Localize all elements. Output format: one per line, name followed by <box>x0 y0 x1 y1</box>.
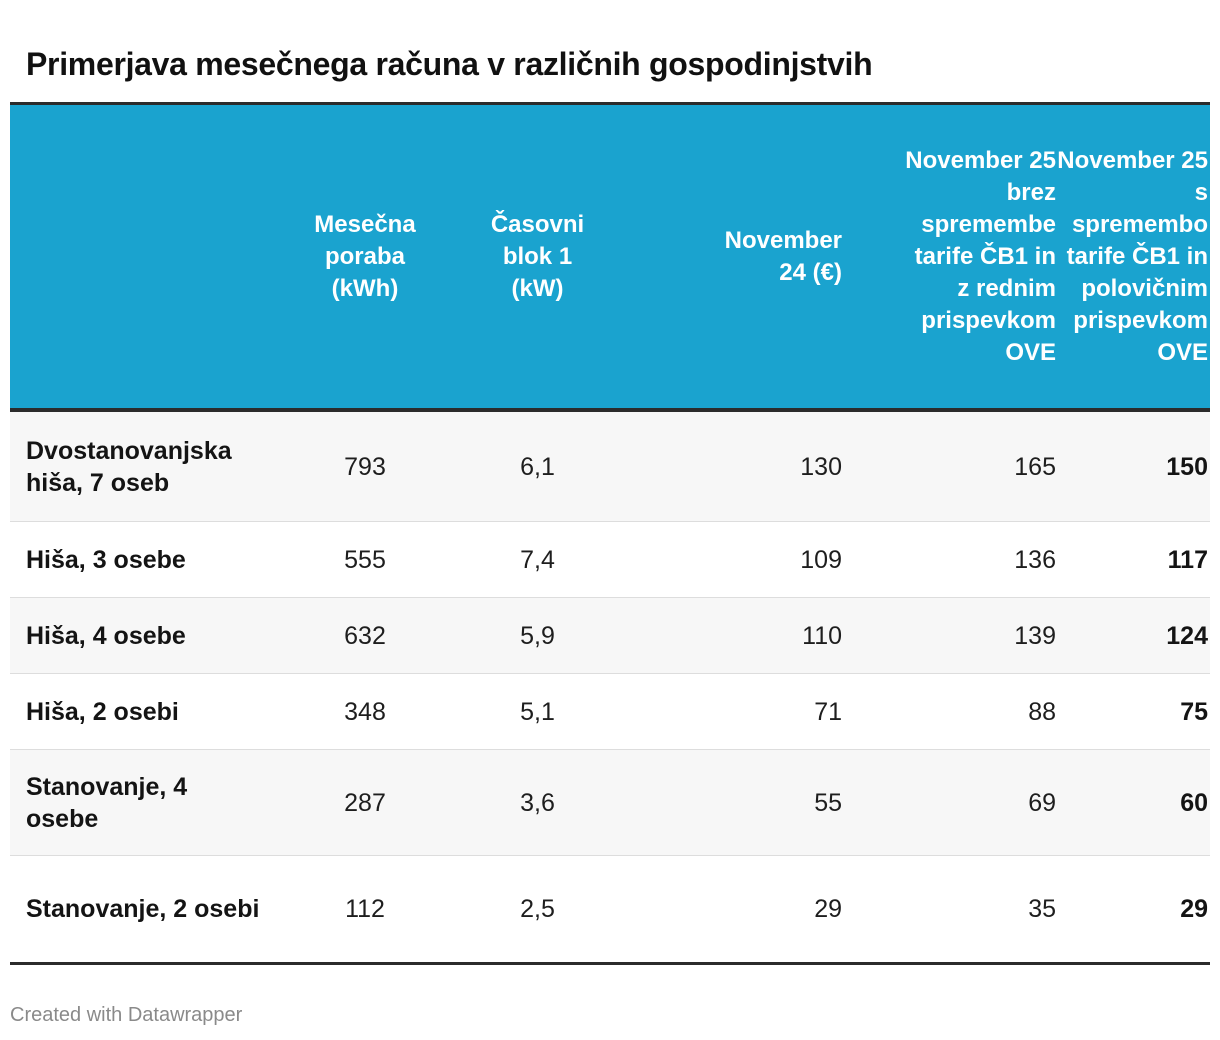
cell-november-25-brez: 139 <box>1014 621 1056 650</box>
cell-november-25-brez: 165 <box>1014 452 1056 481</box>
header-cell-casovni-blok: Časovni blok 1 (kW) <box>490 210 585 302</box>
table-row: Stanovanje, 4 osebe 287 3,6 55 69 60 <box>10 750 1210 856</box>
cell-november-24: 71 <box>814 697 842 726</box>
row-label: Stanovanje, 4 osebe <box>26 772 188 833</box>
header-cell-label <box>10 105 280 408</box>
row-label: Hiša, 2 osebi <box>26 697 179 726</box>
cell-poraba: 112 <box>345 895 385 923</box>
cell-casovni-blok: 5,9 <box>520 621 555 650</box>
chart-title: Primerjava mesečnega računa v različnih … <box>26 46 873 82</box>
cell-november-25-s: 117 <box>1167 545 1208 574</box>
cell-november-25-s: 29 <box>1180 895 1208 923</box>
cell-poraba: 632 <box>344 621 386 650</box>
header-cell-november-25-brez: November 25 brez spremembe tarife ČB1 in… <box>905 146 1056 366</box>
cell-poraba: 348 <box>344 697 386 726</box>
cell-casovni-blok: 2,5 <box>520 895 555 923</box>
cell-poraba: 793 <box>344 452 386 481</box>
cell-november-25-brez: 35 <box>1028 895 1056 923</box>
cell-casovni-blok: 3,6 <box>520 788 555 817</box>
cell-november-24: 109 <box>800 545 842 574</box>
cell-november-25-brez: 136 <box>1014 545 1056 574</box>
cell-november-24: 130 <box>800 452 842 481</box>
cell-november-25-s: 75 <box>1180 697 1208 726</box>
cell-casovni-blok: 5,1 <box>520 697 555 726</box>
table-header: Mesečna poraba (kWh) Časovni blok 1 (kW)… <box>10 105 1210 412</box>
header-cell-poraba: Mesečna poraba (kWh) <box>314 210 416 302</box>
cell-casovni-blok: 7,4 <box>520 545 555 574</box>
table-row: Stanovanje, 2 osebi 112 2,5 29 35 29 <box>10 856 1210 962</box>
cell-november-25-s: 60 <box>1180 788 1208 817</box>
cell-november-25-brez: 88 <box>1028 697 1056 726</box>
cell-november-24: 110 <box>802 621 842 650</box>
cell-poraba: 555 <box>344 545 386 574</box>
cell-casovni-blok: 6,1 <box>520 452 555 481</box>
table-row: Hiša, 2 osebi 348 5,1 71 88 75 <box>10 674 1210 750</box>
row-label: Dvostanovanjska hiša, 7 oseb <box>26 436 232 497</box>
row-label: Stanovanje, 2 osebi <box>26 895 260 923</box>
row-label: Hiša, 4 osebe <box>26 621 186 650</box>
cell-november-25-s: 150 <box>1166 452 1208 481</box>
cell-november-25-s: 124 <box>1166 621 1208 650</box>
data-table: Mesečna poraba (kWh) Časovni blok 1 (kW)… <box>10 102 1210 965</box>
header-cell-november-25-s: November 25 s spremembo tarife ČB1 in po… <box>1057 146 1208 366</box>
cell-november-24: 55 <box>814 788 842 817</box>
cell-november-25-brez: 69 <box>1028 788 1056 817</box>
table-row: Hiša, 3 osebe 555 7,4 109 136 117 <box>10 522 1210 598</box>
table-row: Dvostanovanjska hiša, 7 oseb 793 6,1 130… <box>10 412 1210 522</box>
cell-november-24: 29 <box>814 895 842 923</box>
footer-credit: Created with Datawrapper <box>10 1004 243 1026</box>
cell-poraba: 287 <box>344 788 386 817</box>
table-row: Hiša, 4 osebe 632 5,9 110 139 124 <box>10 598 1210 674</box>
header-cell-november-24: November 24 (€) <box>724 226 842 286</box>
row-label: Hiša, 3 osebe <box>26 545 186 574</box>
